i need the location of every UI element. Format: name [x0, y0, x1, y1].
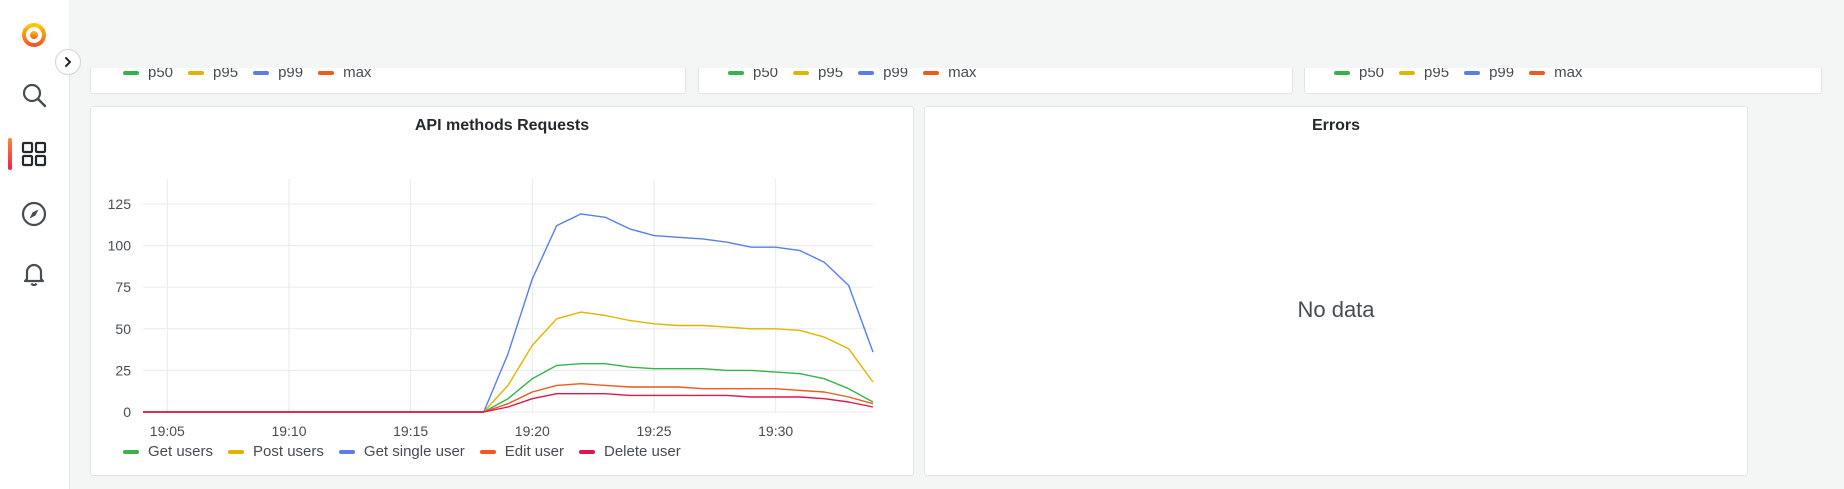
x-tick-label: 19:10	[271, 423, 306, 439]
series-line-delete-user[interactable]	[143, 393, 874, 413]
api-requests-legend-item[interactable]: Get single user	[338, 443, 465, 460]
y-tick-label: 0	[123, 404, 131, 420]
x-tick-label: 19:20	[515, 423, 550, 439]
errors-panel-title[interactable]: Errors	[1311, 117, 1361, 134]
latency-panel-1-legend-item[interactable]: p99	[253, 64, 303, 81]
latency-panel-3-legend-item[interactable]: max	[1529, 64, 1582, 81]
legend-color-swatch	[1464, 70, 1481, 75]
legend-color-swatch	[1529, 70, 1546, 75]
legend-label: max	[948, 64, 977, 81]
legend-label: Post users	[253, 443, 324, 460]
legend-label: p50	[148, 64, 174, 81]
grafana-logo-icon[interactable]	[17, 17, 51, 51]
latency-panel-3-legend-item[interactable]: p50	[1334, 64, 1384, 81]
dashboards-icon[interactable]	[17, 137, 51, 171]
latency-panel-1-legend-item[interactable]: p95	[188, 64, 238, 81]
legend-color-swatch	[253, 70, 270, 75]
legend-label: p95	[213, 64, 239, 81]
api-requests-legend-item[interactable]: Post users	[228, 443, 324, 460]
legend-color-swatch	[123, 70, 139, 75]
y-tick-label: 50	[115, 321, 131, 337]
legend-color-swatch	[579, 449, 595, 454]
latency-panel-2-legend-item[interactable]: max	[923, 64, 976, 81]
x-tick-label: 19:30	[758, 423, 793, 439]
api-requests-legend: Get users Post users Get single user Edit u…	[123, 443, 696, 460]
search-icon[interactable]	[17, 78, 51, 112]
legend-color-swatch	[318, 70, 335, 75]
latency-panel-1-legend: p50 p95 p99 max	[123, 64, 386, 81]
legend-color-swatch	[479, 449, 496, 454]
x-tick-label: 19:05	[150, 423, 185, 439]
active-indicator	[8, 138, 12, 170]
explore-compass-icon[interactable]	[17, 197, 51, 231]
api-requests-panel: API methods Requests 0 25 50 75 100 125 19:05 1…	[90, 106, 914, 476]
expand-sidebar-button[interactable]	[55, 49, 81, 75]
legend-label: p99	[278, 64, 304, 81]
series-line-get-single-user[interactable]	[143, 213, 874, 413]
legend-color-swatch	[793, 70, 810, 75]
latency-panel-3-legend-item[interactable]: p95	[1399, 64, 1449, 81]
sidebar	[0, 0, 70, 489]
latency-panel-2-legend-item[interactable]: p99	[858, 64, 908, 81]
legend-color-swatch	[123, 449, 139, 454]
latency-panel-3-legend: p50 p95 p99 max	[1334, 64, 1597, 81]
api-requests-panel-title[interactable]: API methods Requests	[414, 117, 590, 134]
api-requests-legend-item[interactable]: Delete user	[579, 443, 681, 460]
y-tick-label: 25	[115, 362, 131, 378]
latency-panel-3-legend-item[interactable]: p99	[1464, 64, 1514, 81]
y-tick-label: 75	[115, 279, 131, 295]
legend-color-swatch	[1399, 70, 1416, 75]
alerting-bell-icon[interactable]	[17, 257, 51, 291]
api-requests-legend-item[interactable]: Get users	[123, 443, 213, 460]
legend-label: Edit user	[504, 443, 564, 460]
legend-color-swatch	[858, 70, 875, 75]
legend-color-swatch	[1334, 70, 1350, 75]
x-tick-label: 19:15	[393, 423, 428, 439]
api-requests-legend-item[interactable]: Edit user	[479, 443, 564, 460]
legend-label: p50	[753, 64, 779, 81]
legend-color-swatch	[228, 449, 245, 454]
legend-label: max	[1554, 64, 1583, 81]
latency-panel-2-legend-item[interactable]: p50	[728, 64, 778, 81]
legend-label: Get single user	[363, 443, 465, 460]
latency-panel-1-legend-item[interactable]: p50	[123, 64, 173, 81]
legend-label: p50	[1359, 64, 1385, 81]
legend-label: p99	[883, 64, 909, 81]
legend-label: p95	[818, 64, 844, 81]
legend-label: Delete user	[604, 443, 681, 460]
latency-panel-1-legend-item[interactable]: max	[318, 64, 371, 81]
chevron-down-icon	[1658, 28, 1670, 40]
legend-color-swatch	[188, 70, 205, 75]
legend-color-swatch	[338, 449, 355, 454]
legend-color-swatch	[728, 70, 744, 75]
errors-panel: Errors No data	[924, 106, 1748, 476]
x-tick-label: 19:25	[636, 423, 671, 439]
api-requests-chart[interactable]: 0 25 50 75 100 125 19:05 19:10 19:15 19:20 19:25 19…	[91, 107, 913, 475]
y-tick-label: 100	[108, 238, 132, 254]
latency-panel-2-legend-item[interactable]: p95	[793, 64, 843, 81]
legend-label: max	[343, 64, 372, 81]
latency-panel-2-legend: p50 p95 p99 max	[728, 64, 991, 81]
legend-label: Get users	[148, 443, 214, 460]
legend-label: p99	[1489, 64, 1515, 81]
series-line-get-users[interactable]	[143, 363, 874, 413]
y-tick-label: 125	[108, 196, 132, 212]
legend-label: p95	[1424, 64, 1450, 81]
no-data-message: No data	[1297, 297, 1375, 322]
legend-color-swatch	[923, 70, 940, 75]
